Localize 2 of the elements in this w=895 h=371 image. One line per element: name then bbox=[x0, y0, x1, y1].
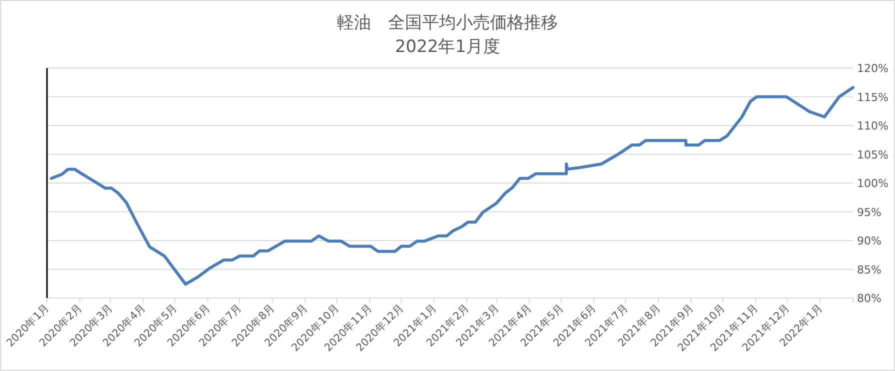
title: 軽油 全国平均小売価格推移 bbox=[337, 13, 558, 33]
subtitle: 2022年1月度 bbox=[394, 37, 500, 57]
